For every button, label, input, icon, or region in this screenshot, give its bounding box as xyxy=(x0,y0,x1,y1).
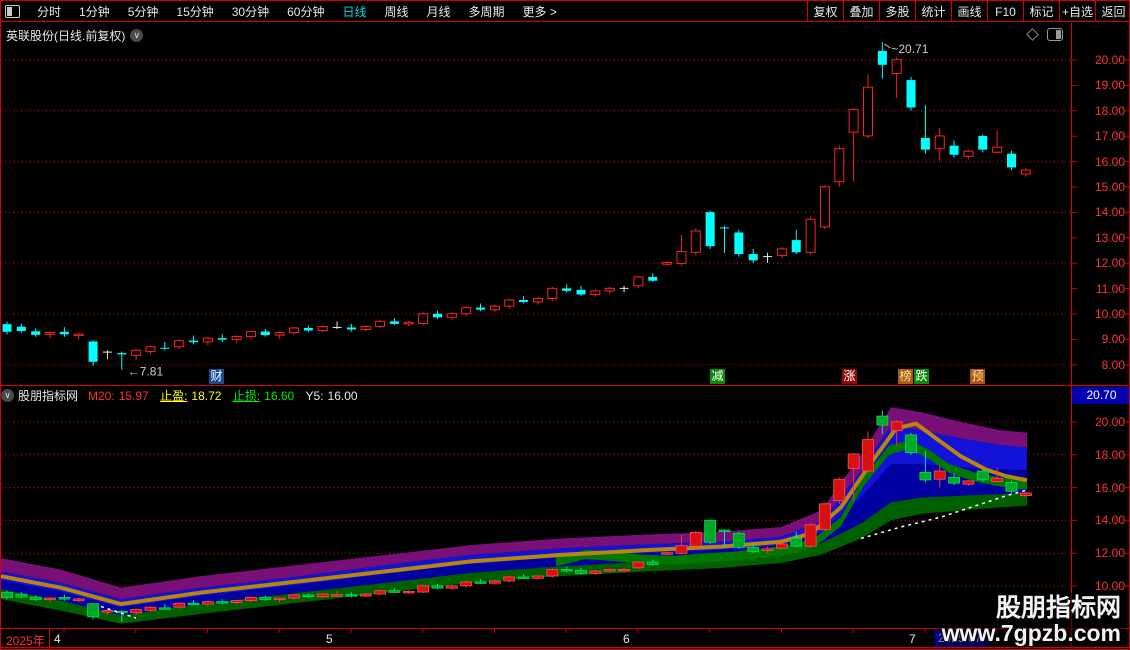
axis-label: 19.00 xyxy=(1094,78,1125,93)
indicator-current-value: 20.70 xyxy=(1072,387,1129,404)
date-highlight: 2025/07/ xyxy=(935,630,988,647)
axis-label: 12.00 xyxy=(1094,256,1125,271)
month-label: 6 xyxy=(623,632,630,646)
m20-value: 15.97 xyxy=(118,388,149,403)
toolbar-right-buttons: 复权 叠加 多股 统计 画线 F10 标记 +自选 返回 xyxy=(807,1,1129,22)
month-label: 4 xyxy=(54,632,61,646)
take-profit-label[interactable]: 止盈: xyxy=(160,389,188,403)
stop-loss-value: 16.60 xyxy=(264,388,295,403)
year-label: 2025年 xyxy=(6,634,45,648)
axis-label: 14.00 xyxy=(1094,205,1125,220)
candlestick-chart: ~20.71 ←7.81 xyxy=(1,41,1071,379)
indicator-header: ∨ 股朋指标网 M20: 15.97 止盈: 18.72 止损: 16.60 Y… xyxy=(1,387,1071,404)
period-tab[interactable]: 日线 xyxy=(342,4,367,19)
toolbar-button[interactable]: 画线 xyxy=(951,1,987,22)
axis-label: 15.00 xyxy=(1094,180,1125,194)
period-tab[interactable]: 30分钟 xyxy=(231,4,270,19)
axis-label: 18.00 xyxy=(1094,447,1125,462)
svg-text:←7.81: ←7.81 xyxy=(128,365,164,379)
m20-label: M20: xyxy=(88,388,115,403)
axis-label: 9.00 xyxy=(1101,332,1125,347)
period-tabs: 分时 1分钟 5分钟 15分钟 30分钟 60分钟 日线 周线 月线 多周期 更多 > xyxy=(28,3,566,20)
event-marker[interactable]: 跌 xyxy=(914,369,929,384)
period-tab[interactable]: 周线 xyxy=(384,4,409,19)
toolbar-button[interactable]: 统计 xyxy=(915,1,951,22)
axis-label: 10.00 xyxy=(1094,307,1125,321)
event-marker[interactable]: 涨 xyxy=(842,369,857,384)
axis-label: 13.00 xyxy=(1094,230,1125,245)
axis-label: 12.00 xyxy=(1094,546,1125,561)
period-tab[interactable]: 月线 xyxy=(426,4,451,19)
watermark: 股朋指标网 www.7gpzb.com xyxy=(937,593,1125,647)
y5-value: 16.00 xyxy=(327,388,358,403)
stop-loss-label[interactable]: 止损: xyxy=(232,389,261,403)
main-chart-area: 英联股份(日线.前复权) ∨ ~20.71 ←7.81 财 减 涨 榜跌 预 xyxy=(1,23,1071,385)
window-split-icon[interactable] xyxy=(5,4,20,18)
period-tab[interactable]: 60分钟 xyxy=(287,4,325,19)
y5-label: Y5: xyxy=(305,388,324,403)
watermark-url: www.7gpzb.com xyxy=(941,620,1121,646)
axis-label: 16.00 xyxy=(1094,154,1125,169)
toolbar-button[interactable]: 返回 xyxy=(1095,1,1129,22)
month-label: 5 xyxy=(326,632,333,646)
chart-corner-icons xyxy=(1026,28,1063,41)
axis-label: 20.00 xyxy=(1094,415,1125,429)
panel-separator xyxy=(1,385,1129,386)
period-tab[interactable]: 1分钟 xyxy=(79,4,110,19)
take-profit-value: 18.72 xyxy=(191,388,222,403)
chevron-down-icon[interactable]: ∨ xyxy=(1,389,14,402)
axis-label: 14.00 xyxy=(1094,513,1125,528)
event-marker[interactable]: 财 xyxy=(209,369,224,384)
event-marker[interactable]: 预 xyxy=(970,369,985,384)
main-price-axis: 20.00 19.00 18.00 17.00 16.00 15.00 14.00 13.00… xyxy=(1071,23,1129,385)
toolbar-button[interactable]: F10 xyxy=(987,1,1023,22)
period-tab[interactable]: 更多 > xyxy=(522,4,557,19)
event-marker[interactable]: 减 xyxy=(710,369,725,384)
page-title: 英联股份(日线.前复权) xyxy=(6,29,126,43)
axis-label: 11.00 xyxy=(1095,281,1125,296)
svg-text:~20.71: ~20.71 xyxy=(891,42,928,56)
toolbar-button[interactable]: 标记 xyxy=(1023,1,1059,22)
toolbar-button[interactable]: 多股 xyxy=(879,1,915,22)
month-label: 7 xyxy=(909,632,916,646)
period-tab[interactable]: 5分钟 xyxy=(127,4,159,19)
axis-border xyxy=(1071,23,1072,647)
period-tab[interactable]: 分时 xyxy=(37,4,62,19)
axis-label: 18.00 xyxy=(1094,103,1125,118)
indicator-price-axis: 20.00 18.00 16.00 14.00 12.00 10.00 xyxy=(1071,405,1129,628)
axis-label: 10.00 xyxy=(1094,579,1125,593)
date-axis[interactable]: 2025年 4 5 6 7 2025/07/ xyxy=(1,628,1129,648)
indicator-name: 股朋指标网 xyxy=(18,389,79,403)
axis-label: 20.00 xyxy=(1094,53,1125,67)
toolbar-button[interactable]: +自选 xyxy=(1059,1,1095,22)
indicator-chart xyxy=(1,407,1071,624)
period-tab[interactable]: 多周期 xyxy=(468,4,505,19)
date-divider xyxy=(49,629,50,648)
axis-label: 8.00 xyxy=(1101,357,1125,372)
date-ticks xyxy=(63,629,998,633)
toolbar-button[interactable]: 复权 xyxy=(807,1,843,22)
event-marker[interactable]: 榜 xyxy=(898,369,913,384)
chevron-down-icon[interactable]: ∨ xyxy=(130,29,144,42)
indicator-panel xyxy=(1,405,1071,628)
sidebar-toggle-icon[interactable] xyxy=(1047,28,1063,41)
period-tab[interactable]: 15分钟 xyxy=(176,4,214,19)
diamond-icon[interactable] xyxy=(1026,28,1039,41)
toolbar-button[interactable]: 叠加 xyxy=(843,1,879,22)
axis-label: 16.00 xyxy=(1094,480,1125,495)
chart-title-row: 英联股份(日线.前复权) ∨ xyxy=(6,27,144,44)
watermark-site-name: 股朋指标网 xyxy=(995,594,1121,622)
top-toolbar: 分时 1分钟 5分钟 15分钟 30分钟 60分钟 日线 周线 月线 多周期 更多 > 复权 叠加 多股… xyxy=(1,1,1129,22)
axis-label: 17.00 xyxy=(1094,129,1125,144)
